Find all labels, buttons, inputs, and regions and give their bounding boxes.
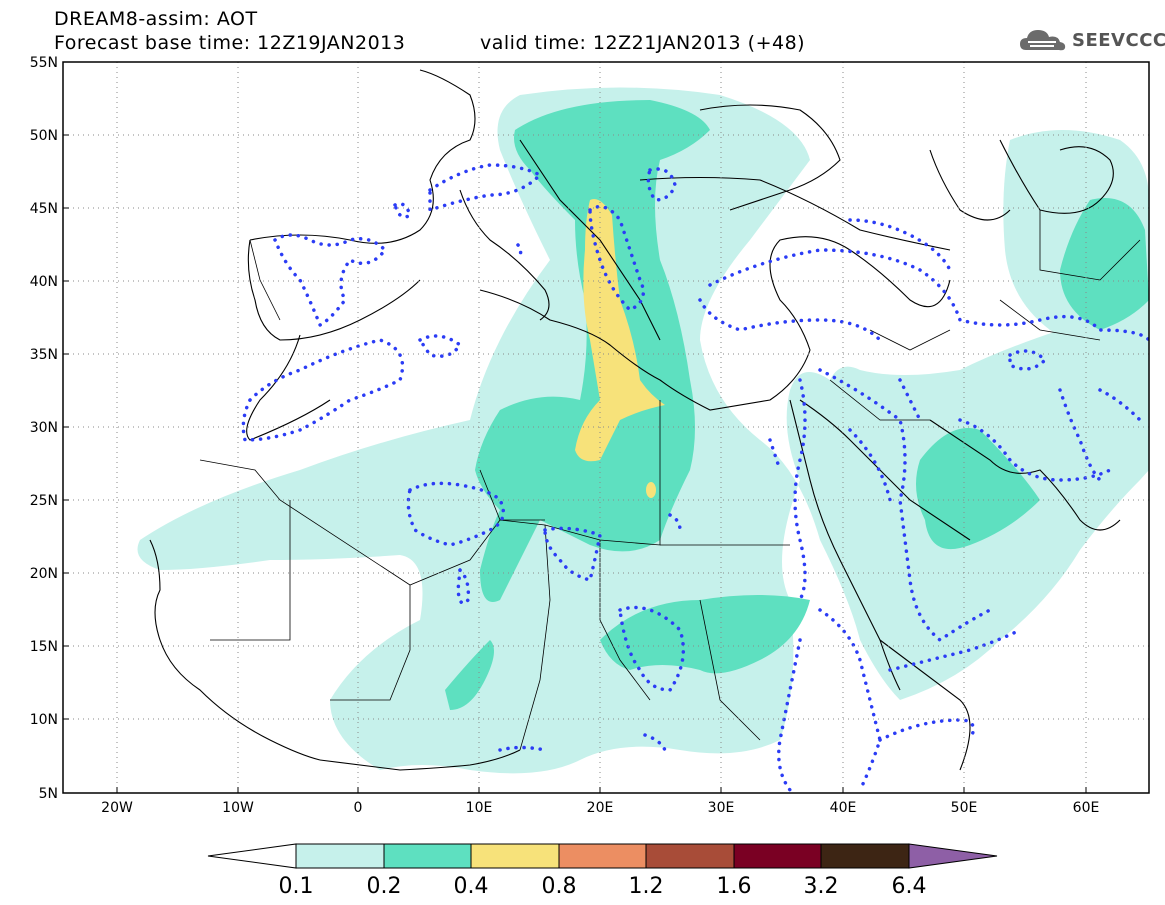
lat-label: 30N [30,420,58,436]
map-title: DREAM8-assim: AOT [54,8,258,30]
cloud-icon [1020,30,1066,51]
seevccc-logo: SEEVCCC [1018,26,1165,54]
colorbar-label: 0.4 [454,874,489,899]
lon-label: 50E [951,800,978,816]
colorbar-over-triangle [908,843,998,869]
colorbar-segment [383,843,472,869]
valid-time: valid time: 12Z21JAN2013 (+48) [480,32,806,54]
colorbar-segment [820,843,910,869]
lat-label: 20N [30,566,58,582]
colorbar-segment [645,843,735,869]
colorbar-segment [470,843,560,869]
colorbar-label: 0.2 [367,874,402,899]
colorbar-segment [733,843,822,869]
lat-label: 50N [30,128,58,144]
lat-label: 10N [30,712,58,728]
lon-label: 40E [830,800,857,816]
graticule [63,62,1149,793]
forecast-base-time: Forecast base time: 12Z19JAN2013 [54,32,406,54]
lon-label: 10E [466,800,493,816]
lat-label: 15N [30,639,58,655]
colorbar-segment [558,843,647,869]
longitude-labels: 20W 10W 0 10E 20E 30E 40E 50E 60E [101,800,1099,816]
colorbar-label: 3.2 [804,874,839,899]
logo-text: SEEVCCC [1072,29,1165,51]
map-plot-area [63,62,1149,793]
lon-label: 60E [1073,800,1100,816]
lon-label: 0 [354,800,363,816]
tick-marks [63,61,1087,794]
latitude-labels: 55N 50N 45N 40N 35N 30N 25N 20N 15N 10N … [30,55,58,802]
lon-label: 10W [222,800,254,816]
aot-shading-high [575,199,665,498]
colorbar [207,843,998,869]
colorbar-label: 0.1 [279,874,314,899]
colorbar-under-triangle [207,843,297,869]
lat-label: 25N [30,493,58,509]
colorbar-label: 1.2 [629,874,664,899]
lon-label: 20W [101,800,133,816]
lon-label: 30E [708,800,735,816]
lat-label: 55N [30,55,58,71]
lat-label: 40N [30,274,58,290]
borders [199,210,1141,751]
colorbar-label: 0.8 [542,874,577,899]
lat-label: 35N [30,347,58,363]
colorbar-segment [295,843,385,869]
colorbar-label: 6.4 [892,874,927,899]
colorbar-label: 1.6 [717,874,752,899]
lat-label: 5N [39,786,58,802]
lon-label: 20E [587,800,614,816]
lat-label: 45N [30,201,58,217]
colorbar-labels: 0.1 0.2 0.4 0.8 1.2 1.6 3.2 6.4 [279,874,927,899]
